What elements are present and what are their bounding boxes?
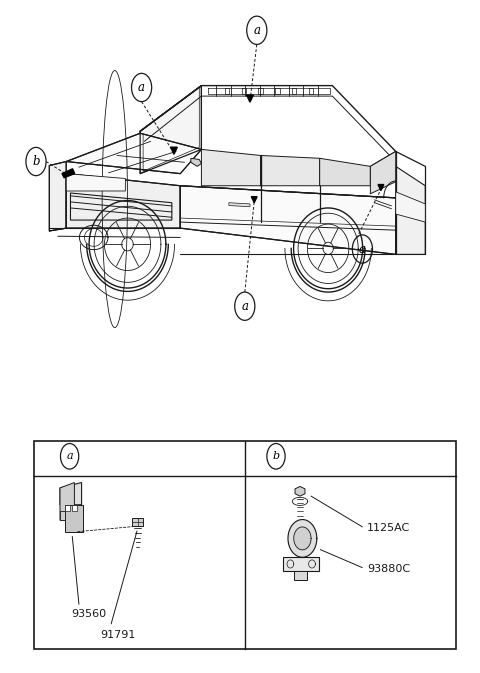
- Text: b: b: [32, 155, 40, 168]
- Polygon shape: [140, 85, 202, 174]
- Polygon shape: [247, 95, 253, 102]
- Text: 1125AC: 1125AC: [367, 524, 410, 533]
- Polygon shape: [295, 487, 305, 496]
- Polygon shape: [371, 151, 396, 194]
- Text: a: a: [253, 24, 260, 37]
- Polygon shape: [66, 133, 202, 174]
- Text: a: a: [241, 299, 248, 313]
- Text: 91791: 91791: [100, 630, 135, 639]
- Polygon shape: [294, 527, 311, 550]
- Polygon shape: [202, 149, 261, 186]
- Polygon shape: [72, 505, 77, 511]
- Polygon shape: [288, 520, 317, 557]
- Polygon shape: [170, 147, 177, 154]
- Bar: [34, 441, 456, 649]
- Polygon shape: [66, 174, 180, 228]
- Polygon shape: [283, 557, 319, 571]
- Polygon shape: [49, 162, 66, 231]
- Polygon shape: [378, 184, 384, 190]
- Polygon shape: [180, 186, 396, 254]
- Text: a: a: [138, 81, 145, 94]
- Text: 93880C: 93880C: [367, 564, 410, 573]
- Text: a: a: [359, 242, 366, 256]
- Polygon shape: [65, 505, 70, 511]
- Polygon shape: [252, 197, 257, 203]
- Polygon shape: [66, 174, 125, 191]
- Polygon shape: [320, 158, 371, 186]
- Polygon shape: [261, 155, 320, 186]
- Polygon shape: [60, 483, 82, 505]
- Polygon shape: [132, 518, 143, 526]
- Polygon shape: [191, 158, 202, 166]
- Text: a: a: [66, 452, 73, 461]
- Text: b: b: [273, 452, 279, 461]
- Polygon shape: [229, 203, 250, 207]
- Polygon shape: [294, 571, 307, 580]
- Polygon shape: [62, 169, 75, 178]
- Polygon shape: [396, 166, 425, 254]
- Text: 93560: 93560: [71, 609, 107, 618]
- Polygon shape: [65, 505, 83, 532]
- Polygon shape: [396, 192, 425, 222]
- Polygon shape: [60, 483, 74, 520]
- Polygon shape: [60, 511, 65, 520]
